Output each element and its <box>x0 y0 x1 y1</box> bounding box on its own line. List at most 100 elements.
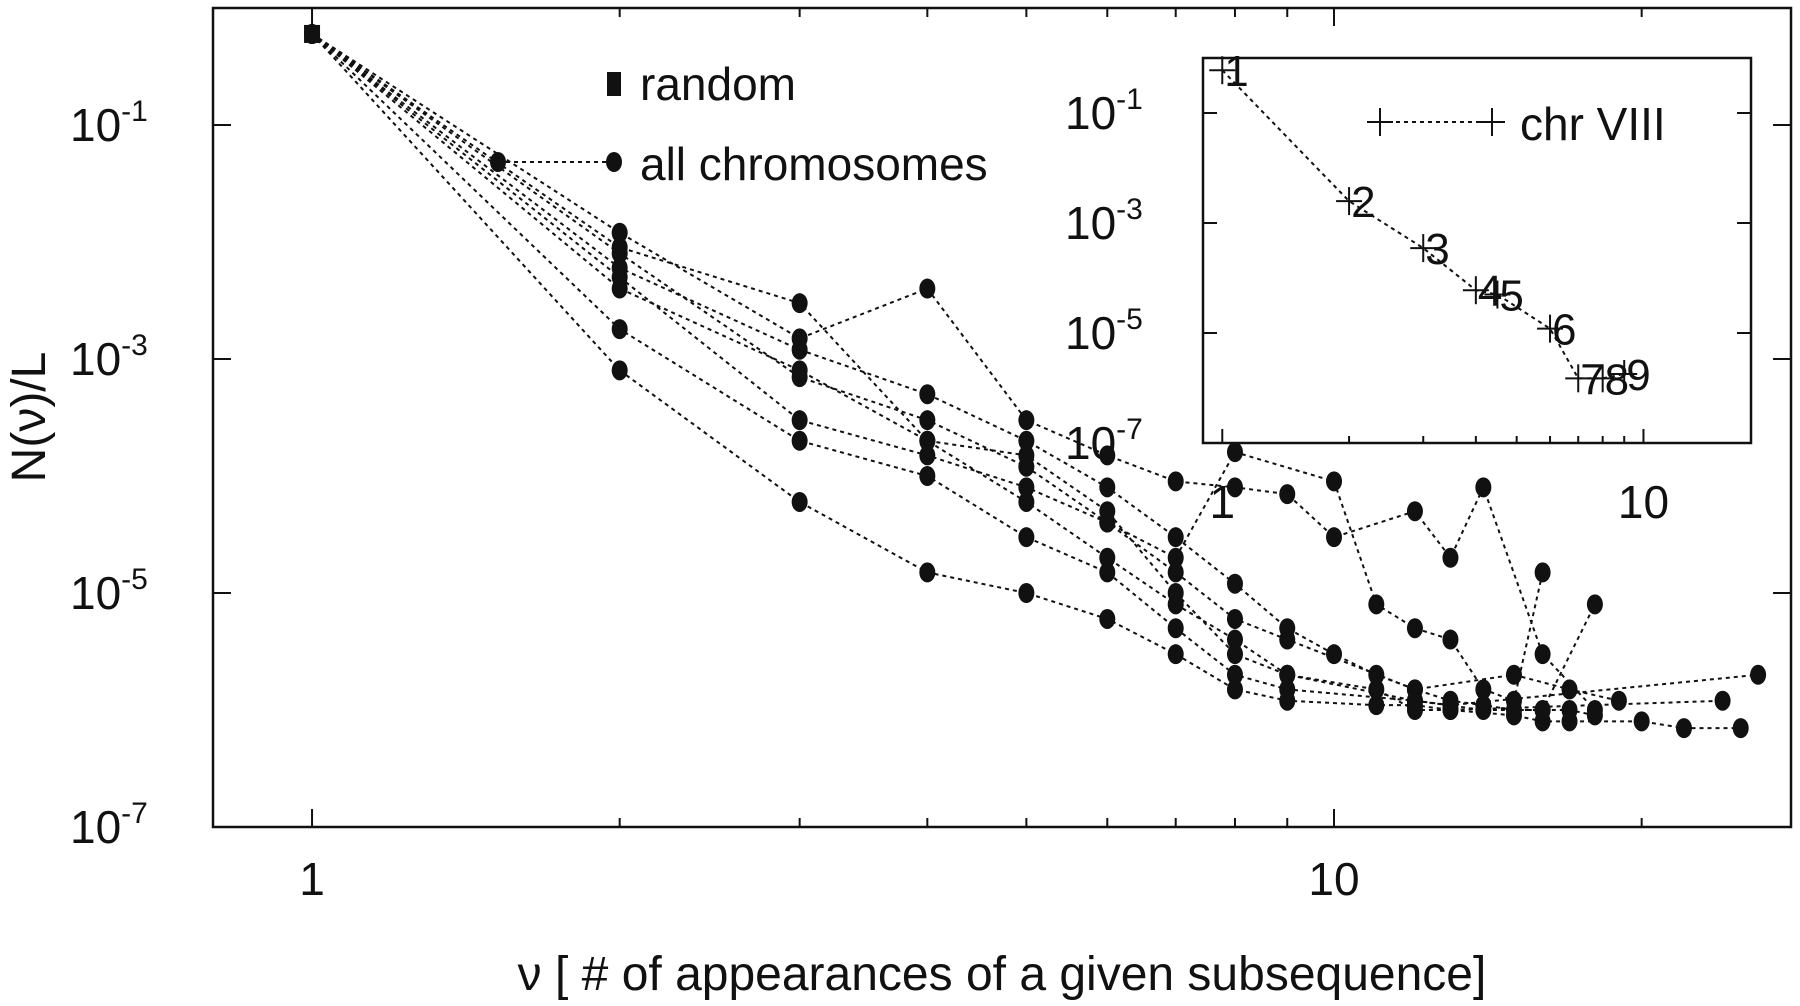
inset-point-label: 3 <box>1425 225 1449 274</box>
data-point <box>1534 700 1551 720</box>
y-tick-label: 10-1 <box>70 95 148 151</box>
data-point <box>1326 471 1343 492</box>
inset-y-tick-label: 10-5 <box>1065 303 1143 359</box>
main-x-tick-labels: 1 10 <box>299 853 1359 905</box>
data-point <box>1475 700 1492 720</box>
data-point <box>1732 718 1749 739</box>
data-point <box>1586 700 1603 720</box>
legend-marker-circle <box>606 152 622 172</box>
data-point <box>1633 711 1650 732</box>
data-point <box>1226 477 1243 498</box>
data-point <box>1167 644 1184 665</box>
data-point <box>1475 679 1492 700</box>
data-point <box>1561 711 1578 732</box>
data-point <box>611 319 628 340</box>
data-point <box>1226 629 1243 650</box>
data-point <box>791 491 808 512</box>
data-point <box>1406 690 1423 711</box>
inset-point-label: 1 <box>1224 47 1248 96</box>
data-point <box>1561 679 1578 700</box>
data-point <box>791 430 808 451</box>
inset-y-tick-label: 10-1 <box>1065 83 1143 139</box>
inset-legend: chr VIII <box>1367 98 1666 150</box>
data-point <box>1442 695 1459 716</box>
data-point <box>1368 695 1385 716</box>
data-point <box>919 384 936 405</box>
data-point <box>1226 644 1243 665</box>
main-y-tick-labels: 10-1 10-3 10-5 10-7 <box>70 95 148 853</box>
data-point <box>919 430 936 451</box>
x-tick-label: 1 <box>299 853 325 905</box>
data-point <box>919 562 936 583</box>
series-line <box>311 33 1723 712</box>
y-tick-label: 10-3 <box>70 329 148 385</box>
data-point <box>1750 664 1767 685</box>
data-point <box>1610 690 1627 711</box>
data-point <box>791 293 808 314</box>
inset-axis-ticks <box>1203 112 1751 444</box>
main-legend: random all chromosomes <box>490 58 988 190</box>
data-point <box>1226 573 1243 594</box>
inset-point-label: 2 <box>1351 178 1375 227</box>
data-point <box>1167 618 1184 639</box>
data-point <box>1326 644 1343 665</box>
data-point <box>919 278 936 299</box>
data-point <box>1018 477 1035 498</box>
inset-point-label: 9 <box>1626 351 1650 400</box>
data-point <box>611 360 628 381</box>
data-point <box>1442 629 1459 650</box>
legend-marker-square <box>607 72 621 96</box>
data-point <box>791 360 808 381</box>
data-point <box>1167 562 1184 583</box>
inset-point-label: 6 <box>1552 306 1576 355</box>
data-point <box>1279 690 1296 711</box>
data-point <box>1018 583 1035 603</box>
y-axis-title: N(ν)/L <box>3 352 56 483</box>
data-point <box>1406 501 1423 522</box>
data-point <box>1675 718 1692 739</box>
data-point <box>611 222 628 243</box>
main-axis-ticks <box>213 8 1791 828</box>
series-line <box>311 33 1544 703</box>
data-point <box>1279 664 1296 685</box>
data-point <box>1368 664 1385 685</box>
inset-series-lines <box>1221 69 1625 380</box>
data-point <box>1279 484 1296 505</box>
data-point <box>1226 442 1243 463</box>
data-point <box>1018 430 1035 451</box>
data-point <box>1099 608 1116 629</box>
x-tick-label: 10 <box>1308 853 1359 905</box>
y-tick-label: 10-7 <box>70 797 148 853</box>
main-series-points <box>304 23 1767 739</box>
data-point <box>791 410 808 431</box>
data-point <box>1505 705 1522 726</box>
data-point <box>919 410 936 431</box>
data-point <box>1368 679 1385 700</box>
inset-x-tick-label: 10 <box>1618 476 1669 528</box>
series-line <box>311 33 1759 707</box>
inset-y-tick-label: 10-7 <box>1065 413 1143 469</box>
legend-label-all-chromosomes: all chromosomes <box>640 138 988 190</box>
data-point <box>1442 547 1459 568</box>
series-line <box>311 33 1596 717</box>
data-point <box>1099 562 1116 583</box>
data-point <box>1167 547 1184 568</box>
data-point <box>1505 664 1522 685</box>
data-point <box>919 445 936 466</box>
data-point <box>1018 491 1035 512</box>
data-point <box>1099 445 1116 466</box>
data-point <box>1586 594 1603 615</box>
inset-point-label: 7 <box>1580 355 1604 404</box>
data-point <box>1018 445 1035 466</box>
data-point <box>1475 477 1492 498</box>
data-point <box>1099 477 1116 498</box>
inset-series-line <box>1221 69 1625 380</box>
series-line <box>311 33 1596 711</box>
main-plot: 1 10 10-1 10-3 10-5 10-7 random all chromosom… <box>70 6 1793 905</box>
y-tick-label: 10-5 <box>70 563 148 619</box>
data-point <box>1167 471 1184 492</box>
data-point <box>1099 501 1116 522</box>
